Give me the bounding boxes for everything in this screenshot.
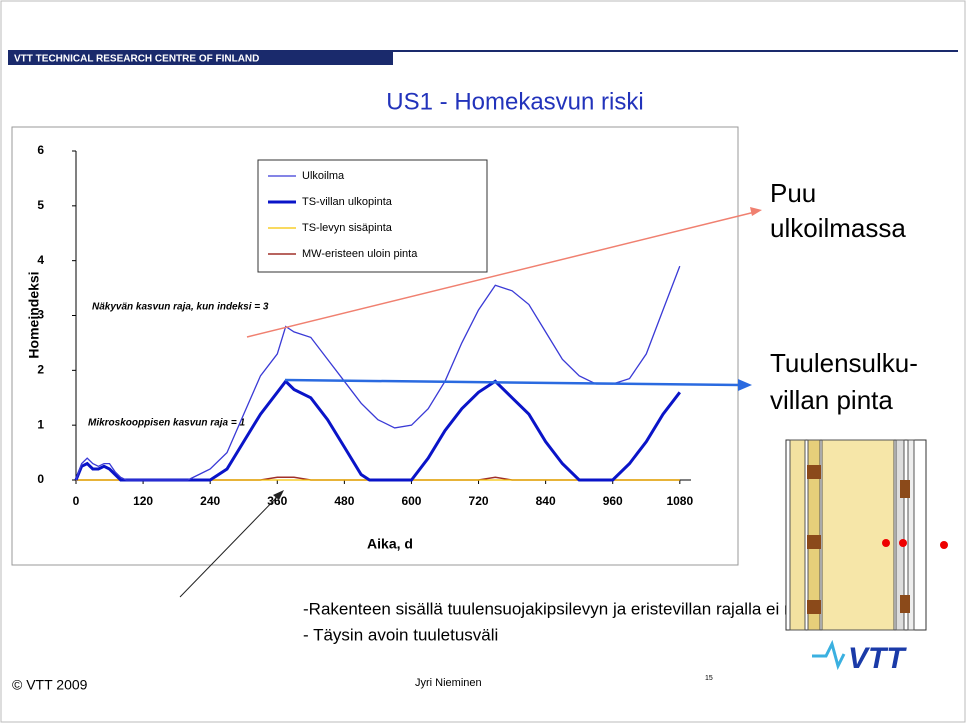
slide-title: US1 - Homekasvun riski: [386, 88, 643, 115]
y-tick-label: 6: [37, 143, 44, 157]
banner: VTT TECHNICAL RESEARCH CENTRE OF FINLAND: [14, 54, 259, 65]
x-tick-label: 1080: [666, 494, 693, 508]
y-axis-label: Homeindeksi: [26, 271, 42, 358]
point-marker: [899, 539, 907, 547]
y-tick-label: 5: [37, 198, 44, 212]
x-tick-label: 120: [133, 494, 153, 508]
page-number: 15: [705, 675, 713, 682]
red-arrow: [246, 211, 756, 338]
legend-box: [257, 159, 488, 273]
annotation: Mikroskooppisen kasvun raja = 1: [88, 418, 245, 429]
x-tick-label: 840: [536, 494, 556, 508]
x-tick-label: 360: [267, 494, 287, 508]
header-bar: [8, 52, 393, 65]
copyright: © VTT 2009: [12, 677, 88, 693]
blue-arrow: [284, 378, 741, 387]
series-line: [74, 379, 681, 482]
black-arrowhead: [273, 490, 284, 500]
note: - Täysin avoin tuuletusväli: [303, 625, 498, 644]
logo-wave: [812, 639, 846, 671]
header-rule: [8, 50, 958, 52]
x-tick-label: 480: [334, 494, 354, 508]
point-marker: [940, 541, 948, 549]
side-label: Puu: [770, 178, 816, 208]
annotation: Näkyvän kasvun raja, kun indeksi = 3: [92, 302, 269, 313]
wall-diagram: [785, 439, 948, 631]
side-label: ulkoilmassa: [770, 213, 906, 243]
batten: [900, 595, 910, 613]
chart: 0 1 2 3 4 5 6 0 120 240 360 480 600 720 840 960 1080 Aika…: [26, 143, 694, 552]
side-label: villan pinta: [770, 385, 893, 415]
batten: [807, 535, 821, 549]
board: [789, 439, 806, 631]
side-label: Tuulensulku-: [770, 348, 918, 378]
y-tick-label: 2: [37, 363, 44, 377]
point-marker: [882, 539, 890, 547]
red-arrowhead: [750, 207, 762, 216]
x-tick-label: 600: [401, 494, 421, 508]
insulation: [821, 439, 895, 631]
author: Jyri Nieminen: [415, 677, 482, 689]
legend-label: TS-levyn sisäpinta: [302, 222, 393, 234]
windbarrier: [895, 439, 905, 631]
batten: [900, 480, 910, 498]
y-tick-label: 0: [37, 472, 44, 486]
x-axis-label: Aika, d: [367, 536, 413, 552]
batten: [807, 465, 821, 479]
x-tick-label: 720: [469, 494, 489, 508]
y-tick-label: 3: [37, 308, 44, 322]
x-tick-label: 960: [603, 494, 623, 508]
legend-label: TS-villan ulkopinta: [302, 196, 393, 208]
y-tick-label: 1: [37, 417, 44, 431]
cavity: [907, 439, 915, 631]
legend-label: Ulkoilma: [302, 170, 345, 182]
y-tick-label: 4: [37, 253, 44, 267]
logo: VTT: [848, 642, 907, 675]
x-tick-label: 0: [73, 494, 80, 508]
blue-arrowhead: [738, 379, 752, 391]
note: -Rakenteen sisällä tuulensuojakipsilevyn…: [303, 599, 824, 618]
x-tick-label: 240: [200, 494, 220, 508]
series-line: [75, 265, 681, 481]
black-arrow: [179, 493, 281, 598]
batten: [807, 600, 821, 614]
legend-label: MW-eristeen uloin pinta: [302, 248, 418, 260]
